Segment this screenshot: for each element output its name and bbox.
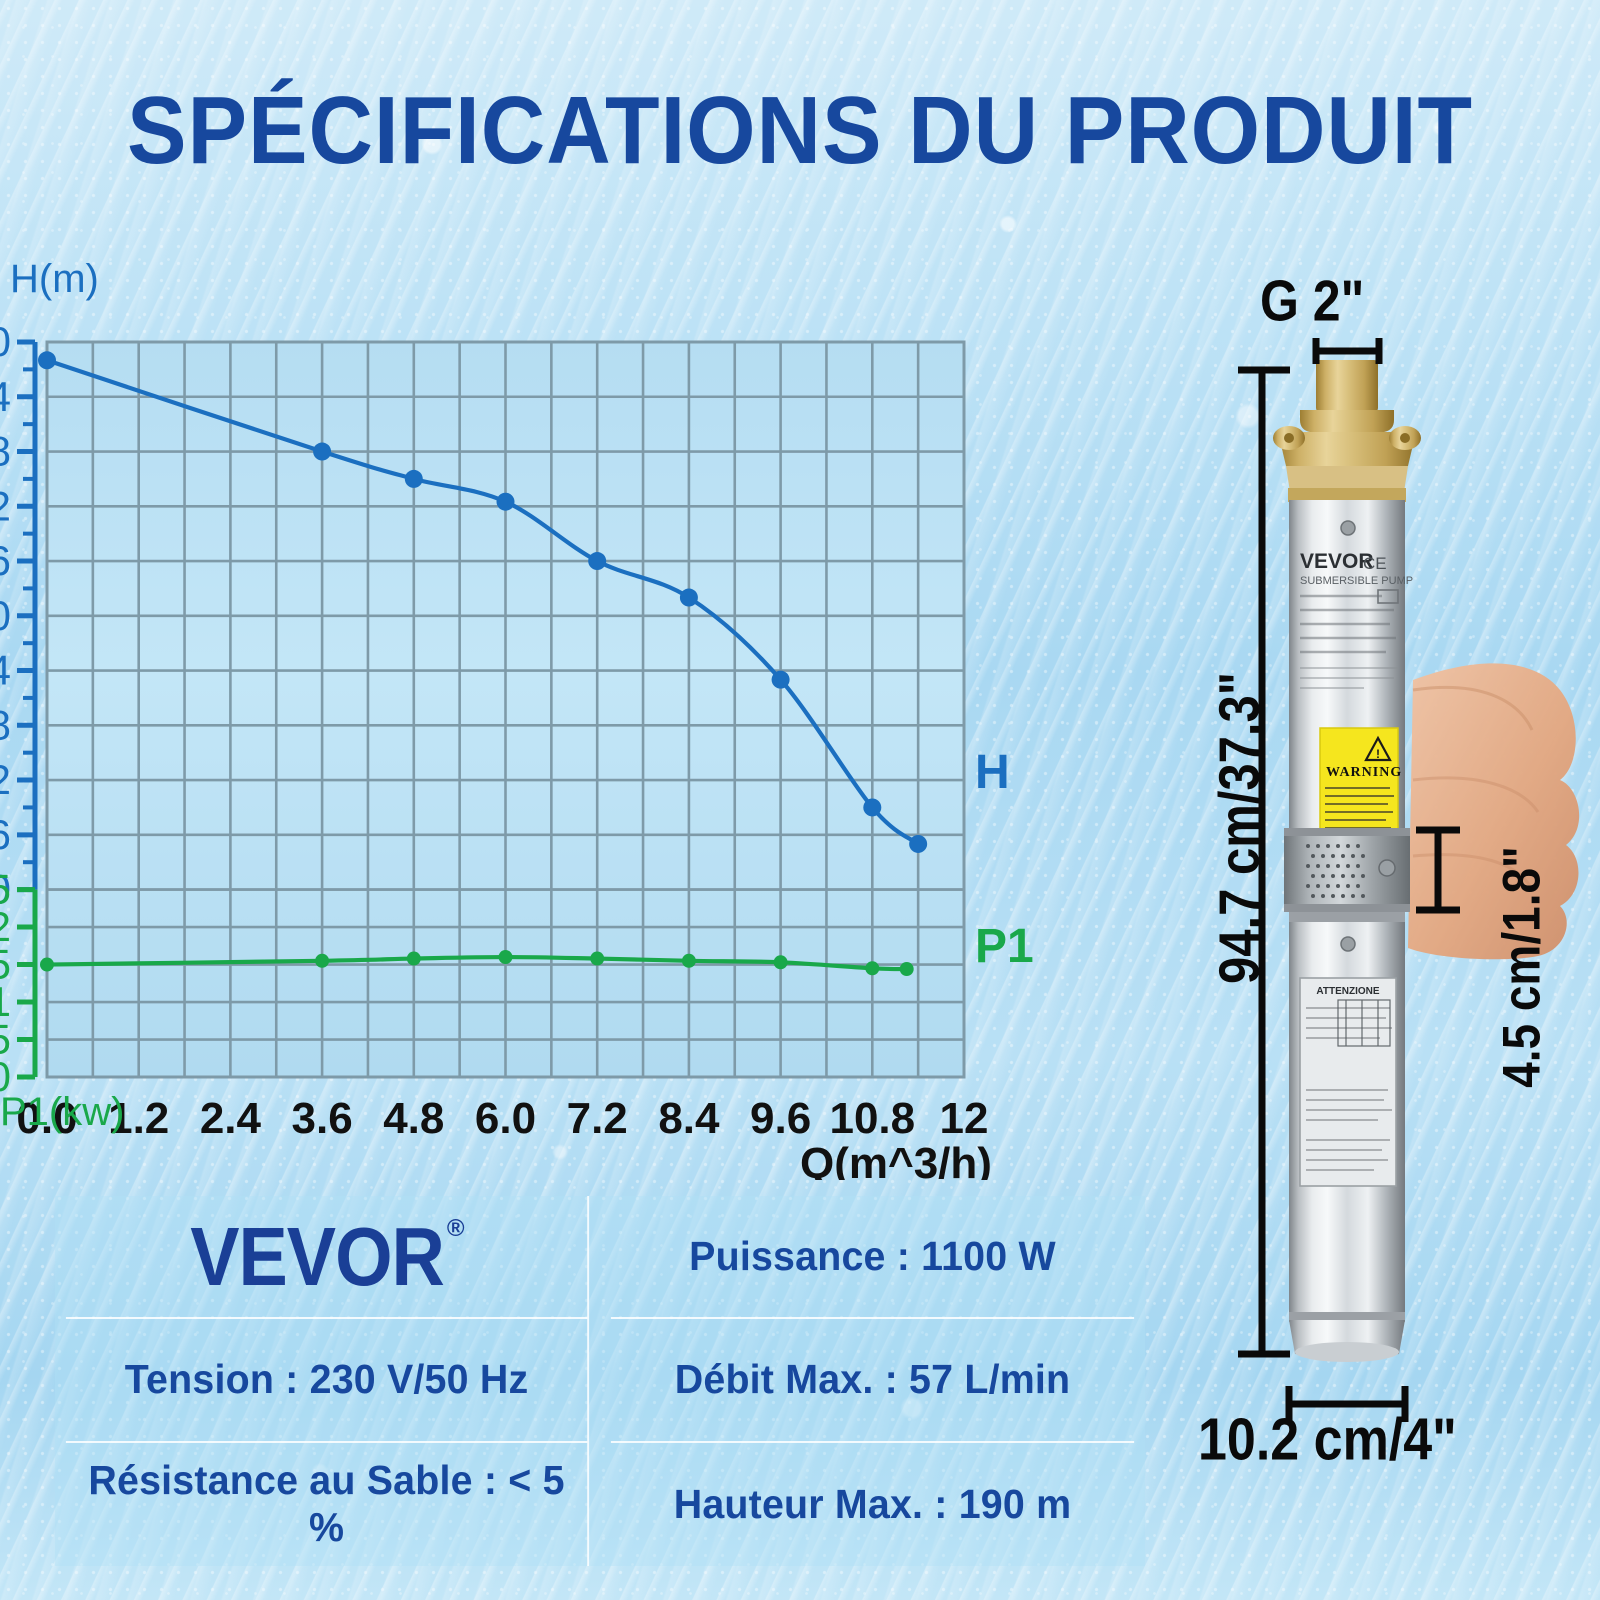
pump-illustration: VEVOR SUBMERSIBLE PUMP CE ! WARNING [1273,360,1580,1362]
h-tick-label: 24 [0,647,11,694]
data-point [496,492,515,511]
dimension-width-label: 10.2 cm/4" [1198,1406,1457,1474]
p1-axis [17,887,38,1080]
h-tick-label: 60 [0,318,11,365]
pump-brand-label: VEVOR [1300,550,1374,573]
x-tick-label: 6.0 [475,1094,536,1143]
pump-body-lower: ATTENZIONE [1289,912,1405,1362]
performance-chart-svg: 06121824303642485460 00.511.522.5 0.01.2… [0,257,1034,1180]
h-tick-label: 36 [0,537,11,584]
h-tick-label: 30 [0,592,11,639]
data-point [588,552,607,571]
series-label-p1: P1 [975,920,1034,973]
x-tick-label: 2.4 [200,1094,262,1143]
p1-tick-label: 0 [0,1053,11,1100]
x-tick-label: 8.4 [658,1094,720,1143]
data-point [590,951,605,966]
data-point [498,950,513,965]
pump-type-label: SUBMERSIBLE PUMP [1300,575,1413,587]
p1-axis-caption: P1(kw) [0,1090,124,1134]
x-tick-label: 4.8 [383,1094,444,1143]
hand [1408,663,1580,960]
x-tick-label: 7.2 [567,1094,628,1143]
x-tick-label: 9.6 [750,1094,811,1143]
p1-tick-label: 2.5 [0,866,11,913]
spec-cell-flow: Débit Max. : 57 L/min [610,1319,1135,1443]
h-tick-label: 6 [0,811,11,858]
p1-tick-label: 2 [0,903,11,950]
data-point [313,442,332,461]
h-tick-label: 54 [0,373,11,420]
data-point [38,351,56,370]
p1-tick-label: 0.5 [0,1016,11,1063]
x-axis-tick-labels: 0.0 1.2 2.4 3.6 4.8 6.0 7.2 8.4 9.6 10.8 12 [16,1094,988,1143]
data-point [40,957,54,972]
warning-title: WARNING [1326,765,1402,780]
dimension-lines [1238,338,1460,1422]
data-point [773,955,788,970]
x-axis-caption: Q(m^3/h) [800,1139,992,1180]
h-tick-label: 48 [0,428,11,475]
h-tick-label: 18 [0,701,11,748]
series-p1-curve [40,950,914,977]
svg-text:!: ! [1376,747,1380,761]
curve-path [44,954,909,972]
series-h-curve [38,351,928,853]
h-tick-label: 0 [0,866,11,913]
plot-border [45,340,966,1079]
vevor-logo: VEVOR ® [189,1209,465,1304]
product-photo: VEVOR SUBMERSIBLE PUMP CE ! WARNING [1150,260,1600,1520]
data-point [909,834,928,853]
p1-tick-label: 1 [0,978,11,1025]
curve-path [44,358,921,847]
data-point [899,962,914,977]
dimension-screen-label: 4.5 cm/1.8" [1490,846,1551,1088]
specifications-table: VEVOR ® Puissance : 1100 W Tension : 230… [55,1196,1145,1566]
x-tick-label: 0.0 [16,1094,77,1143]
x-tick-label: 3.6 [292,1094,353,1143]
h-tick-label: 42 [0,482,11,529]
spec-cell-head: Hauteur Max. : 190 m [673,1480,1072,1527]
spec-cell-voltage: Tension : 230 V/50 Hz [65,1319,590,1443]
h-axis-caption: H(m) [10,257,99,301]
data-point [863,798,882,817]
spec-cell-brand: VEVOR ® [65,1196,590,1320]
series-label-h: H [975,746,1010,799]
brass-head [1273,360,1421,502]
attenzione-title: ATTENZIONE [1316,986,1379,997]
p1-axis-tick-labels: 00.511.522.5 [0,866,11,1100]
data-point [315,953,330,968]
data-point [406,951,421,966]
dimension-height-label: 94.7 cm/37.3" [1208,671,1272,985]
p1-tick-label: 1.5 [0,941,11,988]
dimension-thread-label: G 2" [1260,268,1365,334]
performance-chart: 06121824303642485460 00.511.522.5 0.01.2… [0,250,1180,1180]
vevor-logo-text: VEVOR [189,1210,445,1304]
data-point [404,469,423,488]
spec-cell-sand: Résistance au Sable : < 5 % [66,1442,590,1566]
data-point [681,953,696,968]
h-tick-label: 12 [0,756,11,803]
x-tick-label: 1.2 [108,1094,169,1143]
registered-mark: ® [446,1215,465,1243]
spec-cell-power: Puissance : 1100 W [610,1196,1135,1320]
data-point [865,961,880,976]
data-point [679,588,698,607]
x-tick-label: 12 [940,1094,989,1143]
page-title: SPÉCIFICATIONS DU PRODUIT [127,77,1473,184]
data-point [771,670,790,689]
x-tick-label: 10.8 [829,1094,915,1143]
h-axis [17,339,38,893]
h-axis-tick-labels: 0 6 12 18 24 30 36 42 48 54 60 [0,318,11,913]
intake-screen [1284,828,1410,912]
svg-text:CE: CE [1363,554,1387,573]
